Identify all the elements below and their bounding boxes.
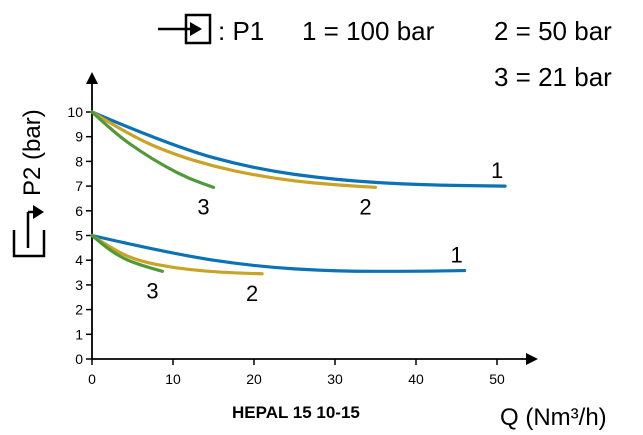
y-tick-label: 7 bbox=[75, 178, 83, 194]
y-tick-label: 8 bbox=[75, 153, 83, 169]
curve-label-1: 1 bbox=[491, 158, 503, 183]
curve-label-2: 2 bbox=[246, 281, 258, 306]
y-tick-label: 10 bbox=[67, 104, 83, 120]
legend: : P1 1 = 100 bar 2 = 50 bar 3 = 21 bar bbox=[158, 13, 612, 92]
curve-label-3: 3 bbox=[197, 194, 209, 219]
x-tick-label: 10 bbox=[165, 371, 181, 387]
y-tick-label: 2 bbox=[75, 302, 83, 318]
curve-1 bbox=[90, 110, 507, 188]
legend-lead: : P1 bbox=[218, 16, 264, 46]
x-axis-label: Q (Nm³/h) bbox=[500, 404, 607, 431]
y-axis-arrow bbox=[86, 72, 98, 84]
y-tick-label: 6 bbox=[75, 203, 83, 219]
inlet-port-icon bbox=[158, 13, 212, 45]
y-axis-label-group: P2 (bar) bbox=[12, 109, 46, 258]
x-tick-label: 40 bbox=[408, 371, 424, 387]
y-tick-label: 5 bbox=[75, 228, 83, 244]
y-tick-label: 4 bbox=[75, 252, 83, 268]
curve-1 bbox=[90, 233, 467, 273]
curves bbox=[90, 110, 507, 276]
y-tick-label: 0 bbox=[75, 351, 83, 367]
legend-entry-1: 1 = 100 bar bbox=[302, 16, 435, 46]
x-ticks: 0 10 20 30 40 50 bbox=[88, 359, 505, 387]
y-tick-label: 9 bbox=[75, 129, 83, 145]
axes bbox=[86, 72, 538, 365]
curve-label-1: 1 bbox=[450, 243, 462, 268]
x-tick-label: 30 bbox=[327, 371, 343, 387]
curve-label-3: 3 bbox=[146, 278, 158, 303]
curve-2 bbox=[90, 110, 378, 189]
x-tick-label: 0 bbox=[88, 371, 96, 387]
curve-labels: 1 2 3 1 2 3 bbox=[146, 158, 503, 306]
legend-entry-3: 3 = 21 bar bbox=[494, 62, 612, 92]
curve-2 bbox=[90, 233, 264, 276]
y-tick-label: 3 bbox=[75, 277, 83, 293]
legend-entry-2: 2 = 50 bar bbox=[494, 16, 612, 46]
x-axis-arrow bbox=[526, 353, 538, 365]
y-axis-label: P2 (bar) bbox=[19, 109, 46, 196]
curve-3 bbox=[90, 233, 165, 273]
outlet-port-icon bbox=[12, 205, 46, 258]
model-label: HEPAL 15 10-15 bbox=[232, 403, 360, 422]
curve-label-2: 2 bbox=[359, 194, 371, 219]
x-tick-label: 50 bbox=[489, 371, 505, 387]
x-tick-label: 20 bbox=[246, 371, 262, 387]
y-ticks: 0 1 2 3 4 5 6 7 8 9 10 bbox=[67, 104, 92, 367]
curve-3 bbox=[90, 110, 216, 189]
y-tick-label: 1 bbox=[75, 326, 83, 342]
